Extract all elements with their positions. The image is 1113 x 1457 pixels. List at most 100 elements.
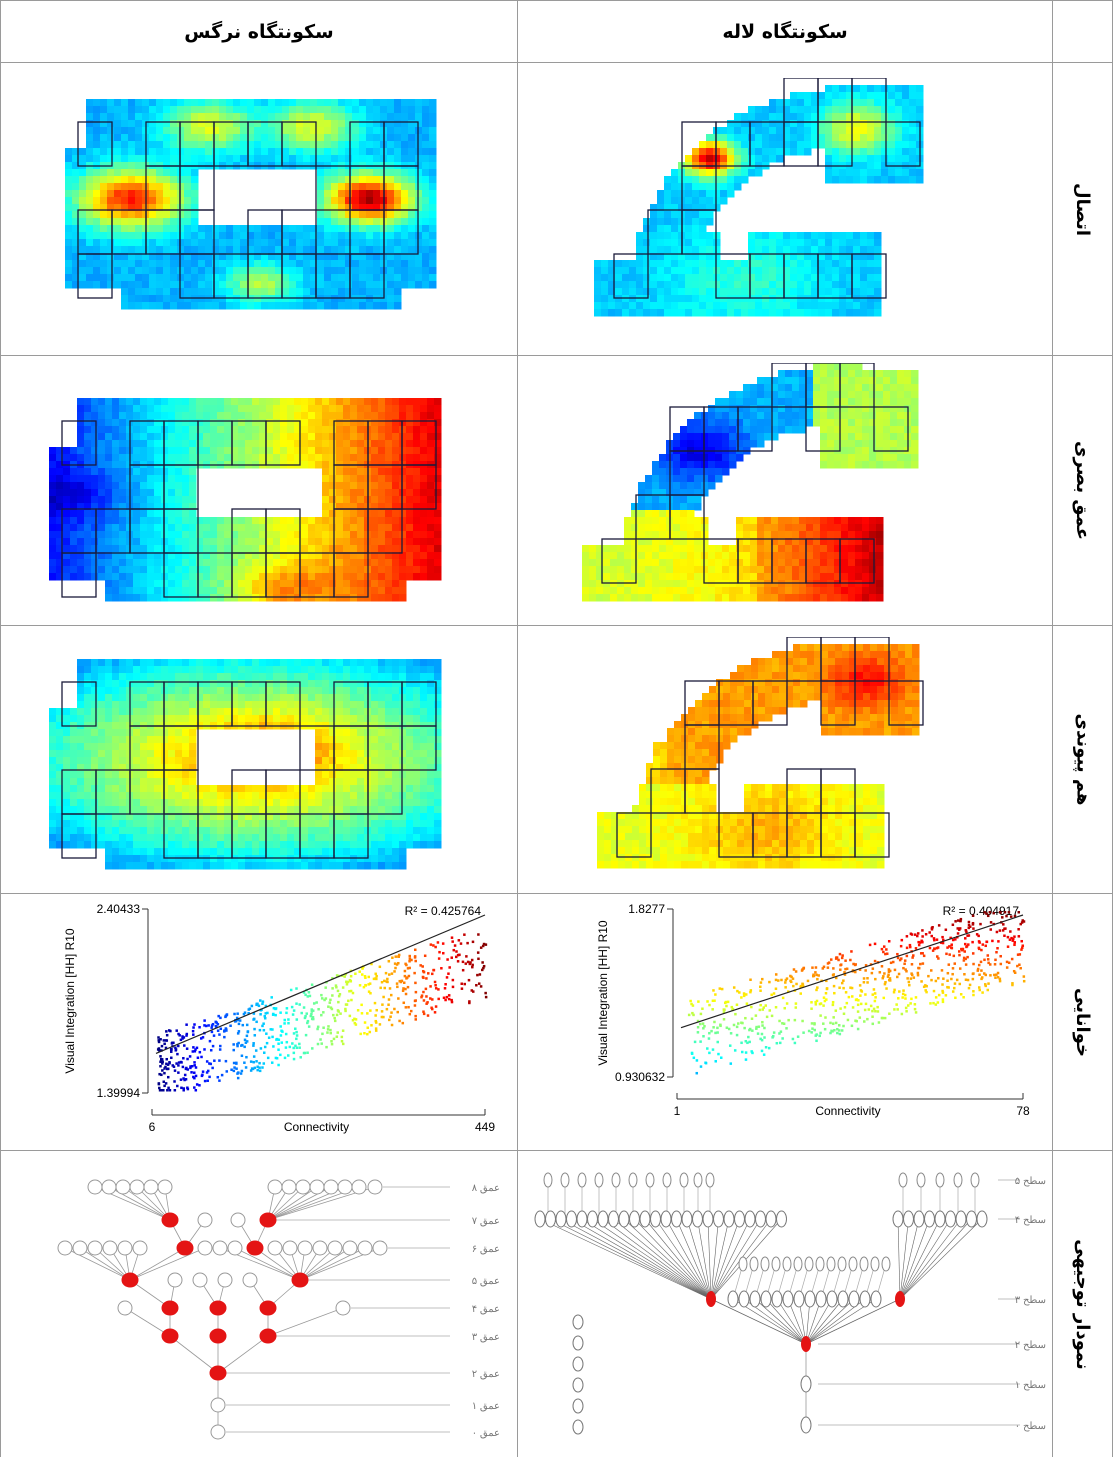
heat-cell (70, 559, 78, 567)
heat-cell (387, 197, 395, 205)
heat-cell (266, 419, 274, 427)
heat-cell (643, 274, 651, 282)
heat-cell (119, 510, 127, 518)
heat-cell (357, 680, 365, 688)
heat-cell (254, 148, 262, 156)
heat-cell (352, 99, 360, 107)
heat-cell (154, 517, 162, 525)
heat-cell (603, 552, 611, 560)
heat-cell (289, 260, 297, 268)
heat-cell (336, 510, 344, 518)
heat-cell (182, 496, 190, 504)
heat-cell (729, 552, 737, 560)
heat-cell (203, 673, 211, 681)
heat-cell (645, 580, 653, 588)
heat-cell (177, 302, 185, 310)
heat-cell (317, 113, 325, 121)
heat-cell (701, 594, 709, 602)
heat-cell (743, 552, 751, 560)
heat-cell (757, 419, 765, 427)
heat-cell (378, 666, 386, 674)
heat-cell (79, 204, 87, 212)
heat-cell (394, 232, 402, 240)
heat-cell (238, 398, 246, 406)
heat-cell (357, 419, 365, 427)
heat-cell (827, 524, 835, 532)
heat-cell (401, 253, 409, 261)
heat-cell (296, 120, 304, 128)
heat-cell (846, 134, 854, 142)
heat-cell (692, 204, 700, 212)
heat-cell (874, 134, 882, 142)
heat-cell (722, 545, 730, 553)
heat-cell (797, 106, 805, 114)
heat-cell (331, 253, 339, 261)
heat-cell (792, 538, 800, 546)
heat-cell (100, 127, 108, 135)
heat-cell (673, 566, 681, 574)
heat-cell (736, 426, 744, 434)
heat-cell (757, 566, 765, 574)
heat-cell (680, 559, 688, 567)
heat-cell (771, 384, 779, 392)
heat-cell (105, 475, 113, 483)
heat-cell (170, 197, 178, 205)
heat-cell (853, 260, 861, 268)
heat-cell (91, 412, 99, 420)
heat-cell (392, 440, 400, 448)
heat-cell (750, 391, 758, 399)
heat-cell (177, 99, 185, 107)
heat-cell (86, 176, 94, 184)
heat-cell (671, 225, 679, 233)
heat-cell (790, 295, 798, 303)
heat-cell (904, 391, 912, 399)
heat-cell (287, 545, 295, 553)
heat-cell (797, 288, 805, 296)
heat-cell (874, 295, 882, 303)
heat-cell (315, 419, 323, 427)
heat-cell (385, 496, 393, 504)
heat-cell (764, 538, 772, 546)
heat-cell (902, 106, 910, 114)
heat-cell (287, 580, 295, 588)
heat-cell (357, 433, 365, 441)
heat-cell (93, 218, 101, 226)
heat-cell (98, 440, 106, 448)
heat-cell (652, 482, 660, 490)
heat-cell (692, 260, 700, 268)
heat-cell (594, 295, 602, 303)
heat-cell (175, 545, 183, 553)
heat-cell (140, 447, 148, 455)
heat-cell (729, 412, 737, 420)
heat-cell (289, 267, 297, 275)
heat-cell (233, 253, 241, 261)
heat-cell (224, 559, 232, 567)
heat-cell (415, 113, 423, 121)
heat-cell (205, 99, 213, 107)
heat-cell (98, 447, 106, 455)
heat-cell (722, 468, 730, 476)
heat-cell (869, 426, 877, 434)
heat-cell (727, 169, 735, 177)
heat-cell (366, 218, 374, 226)
heat-cell (394, 295, 402, 303)
heat-cell (112, 461, 120, 469)
heat-cell (790, 134, 798, 142)
heat-cell (77, 496, 85, 504)
heat-cell (345, 288, 353, 296)
heat-cell (853, 239, 861, 247)
heat-cell (112, 524, 120, 532)
heat-cell (685, 197, 693, 205)
heat-cell (888, 176, 896, 184)
heat-cell (128, 260, 136, 268)
heat-cell (331, 127, 339, 135)
heat-cell (289, 288, 297, 296)
heat-cell (427, 440, 435, 448)
heat-cell (126, 398, 134, 406)
heat-cell (336, 447, 344, 455)
heat-cell (394, 225, 402, 233)
heat-cell (175, 412, 183, 420)
heat-cell (254, 288, 262, 296)
heat-cell (266, 580, 274, 588)
heat-cell (771, 580, 779, 588)
